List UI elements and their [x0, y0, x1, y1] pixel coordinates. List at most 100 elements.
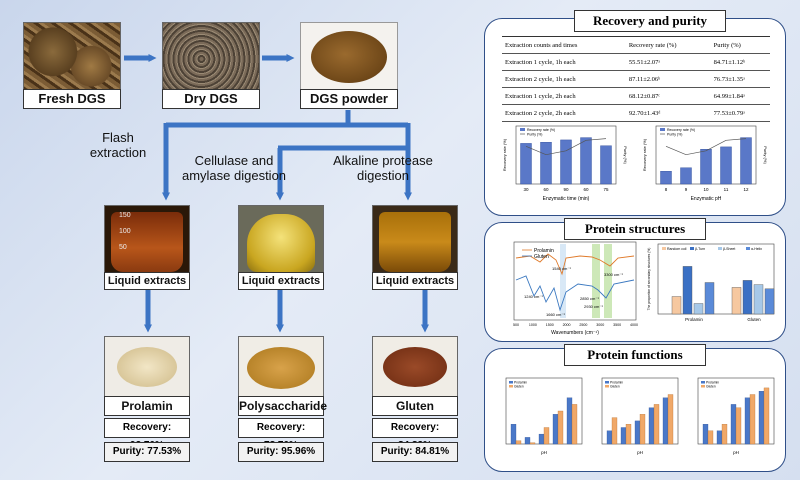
tick-label: 9	[685, 187, 688, 192]
ftir-annotation: 1240 cm⁻¹	[524, 294, 543, 299]
tick-label: 4000	[630, 323, 638, 327]
table-cell: Extraction 2 cycle, 1h each	[502, 70, 626, 88]
function-bar	[707, 430, 714, 445]
y2-axis-label: Purity (%)	[763, 146, 768, 164]
legend-swatch	[718, 247, 722, 250]
chart-bar	[540, 142, 552, 185]
function-bar	[735, 407, 742, 445]
chart-bar	[520, 143, 532, 185]
function-bar	[716, 430, 723, 445]
cellulase-amylase-label: Cellulase and amylase digestion	[181, 153, 287, 183]
polysaccharide-photo	[238, 336, 324, 398]
y-axis-label: Recovery rate (%)	[502, 138, 507, 171]
chart-bar	[680, 167, 692, 185]
flash-liquid-photo: 150 100 50	[104, 205, 190, 275]
gluten-recovery: Recovery: 84.83%	[372, 418, 458, 451]
table-cell: 64.99±1.84ᵃ	[710, 87, 770, 105]
table-row: Extraction 2 cycle, 2h each 92.70±1.43ᵈ …	[502, 104, 770, 122]
tick-label: 90	[563, 187, 569, 192]
function-bar	[744, 397, 751, 445]
ftir-legend-gluten: Gluten	[534, 254, 549, 260]
table-row: Extraction 1 cycle, 1h each 55.51±2.07ᵃ …	[502, 53, 770, 71]
legend-label: β-Turn	[695, 247, 705, 251]
fresh-dgs-label: Fresh DGS	[23, 89, 121, 109]
table-cell: 55.51±2.07ᵃ	[625, 53, 711, 71]
gluten-liquid-photo	[372, 205, 458, 275]
alkaline-protease-label: Alkaline protease digestion	[333, 153, 433, 183]
tick-label: 12	[743, 187, 749, 192]
tick-label: 11	[724, 187, 729, 192]
tick-label: 8	[665, 187, 668, 192]
ftir-spectrum-chart: Prolamin Gluten 1540 cm⁻¹ 1240 cm⁻¹ 1660…	[513, 241, 638, 336]
chart-bar	[560, 139, 572, 185]
table-row: Extraction 1 cycle, 2h each 68.12±0.87ᶜ …	[502, 87, 770, 105]
function-bar	[606, 430, 613, 445]
chart-bar	[580, 137, 592, 185]
structure-bar	[753, 284, 764, 315]
tick-label: 75	[603, 187, 609, 192]
prolamin-purity: Purity: 77.53%	[104, 442, 190, 462]
table-cell: Extraction 1 cycle, 2h each	[502, 87, 626, 105]
table-header: Extraction counts and times	[502, 36, 626, 54]
prolamin-label: Prolamin	[104, 396, 190, 416]
recovery-purity-title: Recovery and purity	[574, 10, 726, 32]
function-bar	[566, 397, 573, 445]
structure-bar	[764, 288, 775, 315]
function-bar	[538, 433, 545, 445]
legend-swatch	[520, 128, 525, 131]
tick-label: 2000	[563, 323, 571, 327]
flow-arrows	[124, 54, 429, 333]
table-header-row: Extraction counts and times Recovery rat…	[502, 36, 770, 54]
beaker-mark-100: 100	[119, 228, 131, 235]
recovery-table: Extraction counts and times Recovery rat…	[502, 36, 770, 122]
tick-label: 10	[703, 187, 709, 192]
prolamin-recovery: Recovery: 92.70%	[104, 418, 190, 451]
table-cell: 84.71±1.12ᵇ	[710, 53, 770, 71]
y2-axis-label: Purity (%)	[623, 146, 628, 164]
table-cell: 87.11±2.06ᵇ	[625, 70, 711, 88]
function-bar	[625, 424, 632, 445]
tick-label: 1000	[529, 323, 537, 327]
legend-swatch	[662, 247, 666, 250]
ftir-annotation: 3300 cm⁻¹	[604, 272, 623, 277]
table-cell: 76.73±1.35ᵃ	[710, 70, 770, 88]
table-row: Extraction 2 cycle, 1h each 87.11±2.06ᵇ …	[502, 70, 770, 88]
legend-swatch	[701, 385, 705, 388]
legend-swatch	[660, 128, 665, 131]
table-cell: Extraction 2 cycle, 2h each	[502, 104, 626, 122]
chart-bar	[660, 171, 672, 185]
legend-label: Gluten	[706, 385, 716, 389]
purity-line	[665, 138, 747, 156]
function-bar	[543, 427, 550, 445]
liquid-extracts-label-2: Liquid extracts	[238, 272, 324, 290]
function-bar	[557, 410, 564, 445]
function-bar	[721, 424, 728, 445]
function-bar	[702, 424, 709, 445]
ftir-annotation: 1540 cm⁻¹	[552, 266, 571, 271]
function-bar	[571, 404, 578, 445]
tick-label: 500	[513, 323, 519, 327]
structure-bar	[682, 266, 693, 315]
structure-bar	[704, 282, 715, 315]
tick-label: 3500	[613, 323, 621, 327]
tick-label: 3000	[596, 323, 604, 327]
structure-bar	[731, 287, 742, 315]
liquid-extracts-label-1: Liquid extracts	[104, 272, 190, 290]
dry-dgs-photo	[162, 22, 260, 96]
chart-bar	[700, 149, 712, 185]
legend-label: α-Helix	[751, 247, 762, 251]
flash-extraction-label: Flash extraction	[89, 130, 147, 160]
legend-swatch	[690, 247, 694, 250]
ftir-legend-prolamin: Prolamin	[534, 248, 554, 254]
function-bar	[552, 414, 559, 445]
structure-bar	[671, 296, 682, 315]
legend-label: Prolamin	[706, 381, 719, 385]
tick-label: 60	[583, 187, 589, 192]
beaker-mark-50: 50	[119, 244, 127, 251]
fresh-dgs-photo	[23, 22, 121, 96]
legend-label: Purity (%)	[527, 133, 542, 137]
x-axis-label: pH	[733, 450, 739, 455]
x-axis-label: Enzymatic pH	[691, 196, 722, 202]
